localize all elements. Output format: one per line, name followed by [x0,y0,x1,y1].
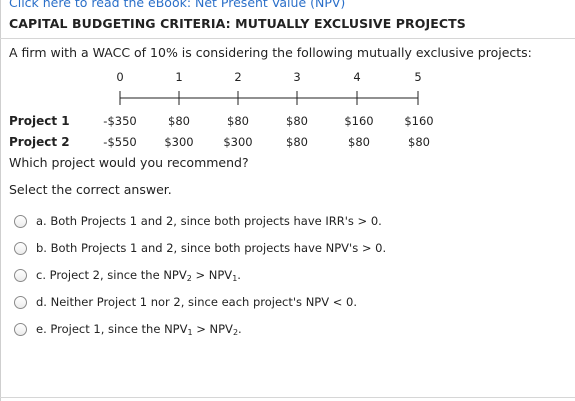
instruction-text: Select the correct answer. [9,182,172,197]
cash-flow-timeline [119,91,419,105]
cash-flow-cell: $160 [404,114,434,128]
cash-flow-cell: $300 [223,135,253,149]
option-label: c. Project 2, since the NPV2 > NPV1. [36,268,241,283]
subscript: 1 [232,273,238,283]
ebook-link[interactable]: Click here to read the eBook: Net Presen… [9,0,346,10]
radio-button[interactable] [14,268,27,282]
cash-flow-cell: $80 [286,135,308,149]
period-label: 0 [116,70,124,84]
option-label: d. Neither Project 1 nor 2, since each p… [36,295,358,309]
option-text-part: e. Project 1, since the NPV [36,321,188,336]
answer-option-d[interactable]: d. Neither Project 1 nor 2, since each p… [14,294,357,310]
project-label: Project 1 [9,114,70,128]
question-text: Which project would you recommend? [9,155,249,170]
cash-flow-cell: $80 [408,135,430,149]
period-label: 5 [414,70,422,84]
option-text-part: c. Project 2, since the NPV [36,267,187,282]
project-label: Project 2 [9,135,70,149]
option-text-part: . [238,321,242,336]
period-label: 2 [234,70,242,84]
problem-prompt: A firm with a WACC of 10% is considering… [9,45,532,60]
option-label: b. Both Projects 1 and 2, since both pro… [36,241,387,255]
period-label: 3 [293,70,301,84]
cash-flow-cell: $80 [348,135,370,149]
subscript: 2 [232,327,239,337]
cash-flow-cell: $80 [286,114,308,128]
project-row: Project 1 -$350 $80 $80 $80 $160 $160 [0,114,575,130]
divider [0,38,575,39]
cash-flow-cell: $80 [227,114,249,128]
page-title: CAPITAL BUDGETING CRITERIA: MUTUALLY EXC… [9,16,466,31]
subscript: 1 [187,327,193,337]
cash-flow-cell: $160 [344,114,374,128]
option-label: e. Project 1, since the NPV1 > NPV2. [36,322,242,337]
cash-flow-cell: $80 [168,114,190,128]
cash-flow-cell: $300 [164,135,194,149]
option-text-part: . [237,267,241,282]
radio-button[interactable] [14,214,27,228]
cash-flow-cell: -$350 [103,114,137,128]
divider [0,397,575,398]
option-label: a. Both Projects 1 and 2, since both pro… [36,214,382,228]
answer-option-a[interactable]: a. Both Projects 1 and 2, since both pro… [14,213,382,229]
period-label: 4 [353,70,361,84]
answer-option-e[interactable]: e. Project 1, since the NPV1 > NPV2. [14,321,242,337]
radio-button[interactable] [14,295,27,309]
answer-option-b[interactable]: b. Both Projects 1 and 2, since both pro… [14,240,386,256]
radio-button[interactable] [14,322,27,336]
option-text-part: > NPV [191,267,233,282]
left-border [0,0,1,401]
subscript: 2 [186,273,192,283]
answer-option-c[interactable]: c. Project 2, since the NPV2 > NPV1. [14,267,241,283]
option-text-part: > NPV [192,321,233,336]
project-row: Project 2 -$550 $300 $300 $80 $80 $80 [0,135,575,151]
radio-button[interactable] [14,241,27,255]
period-label: 1 [175,70,183,84]
cash-flow-cell: -$550 [103,135,137,149]
